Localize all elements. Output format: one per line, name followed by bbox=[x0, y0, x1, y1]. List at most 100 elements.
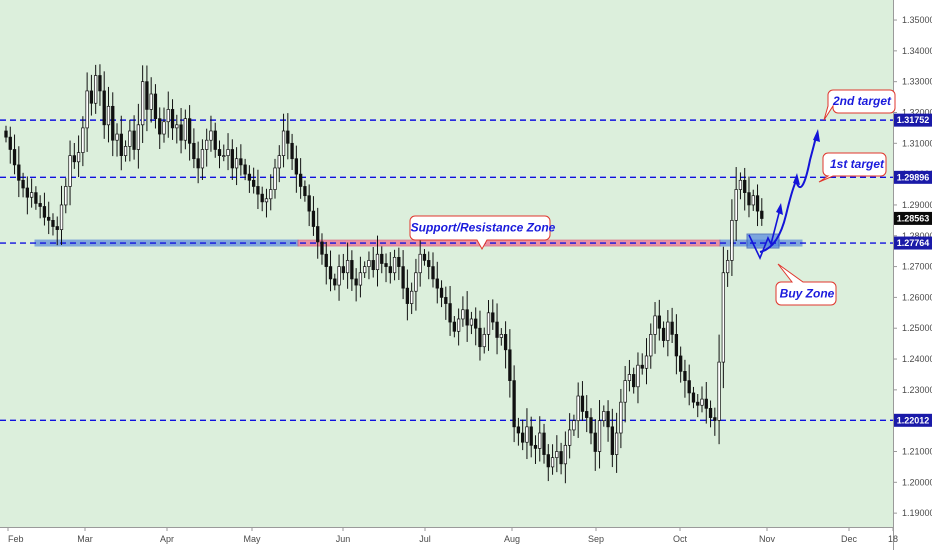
candle-body-bear bbox=[55, 226, 59, 230]
level-low-price-tag-text: 1.22012 bbox=[897, 415, 930, 425]
candle bbox=[273, 158, 277, 199]
plot-background bbox=[0, 0, 893, 527]
candle-body-bull bbox=[597, 420, 602, 452]
candle-body-bear bbox=[316, 226, 320, 243]
level-2nd-target-price-tag-text: 1.31752 bbox=[897, 115, 930, 125]
candle bbox=[486, 300, 491, 351]
candle bbox=[751, 189, 755, 211]
candle bbox=[760, 198, 764, 226]
candle bbox=[89, 74, 94, 116]
candle bbox=[149, 77, 153, 123]
candle-body-bear bbox=[239, 158, 243, 166]
candle bbox=[42, 192, 47, 226]
candle bbox=[401, 250, 405, 300]
candle bbox=[98, 64, 102, 106]
candle-body-bear bbox=[320, 241, 324, 255]
candle bbox=[427, 251, 431, 280]
candle bbox=[298, 158, 303, 199]
candle-body-bull bbox=[205, 139, 209, 150]
candle bbox=[260, 186, 264, 212]
annotations-layer: Support/Resistance Zone Buy Zone 1st targe… bbox=[409, 89, 896, 306]
candle-body-bear bbox=[546, 454, 550, 468]
candle-body-bull bbox=[614, 432, 619, 455]
candle-body-bear bbox=[12, 149, 17, 166]
candle-body-bull bbox=[277, 155, 281, 169]
candle bbox=[384, 253, 388, 283]
candle-body-bear bbox=[17, 164, 21, 181]
y-tick-label: 1.26000 bbox=[902, 292, 932, 302]
candle-body-bull bbox=[751, 195, 755, 206]
candle bbox=[704, 381, 708, 424]
candle-body-bear bbox=[311, 210, 316, 227]
candle-body-bear bbox=[47, 216, 51, 221]
candle-body-bear bbox=[687, 380, 691, 394]
candle-body-bear bbox=[187, 118, 192, 144]
candle bbox=[25, 176, 29, 215]
candle bbox=[546, 444, 550, 482]
candle-body-bull bbox=[264, 198, 269, 203]
candle-body-bear bbox=[580, 395, 585, 412]
y-tick-label: 1.20000 bbox=[902, 477, 932, 487]
first-target-label: 1st target bbox=[830, 157, 885, 171]
candle-body-bear bbox=[145, 81, 149, 110]
time-axis[interactable]: Feb Mar Apr May Jun Jul Aug Sep Oct Nov Dec 18 bbox=[7, 527, 898, 544]
candle-body-bull bbox=[567, 429, 572, 446]
candle bbox=[217, 140, 222, 169]
candle-body-bear bbox=[119, 133, 123, 156]
first-target-callout bbox=[818, 152, 887, 183]
candle-body-bear bbox=[34, 192, 38, 204]
x-tick-label: Oct bbox=[673, 534, 688, 544]
candle bbox=[679, 346, 683, 383]
candle bbox=[128, 119, 132, 162]
candle bbox=[247, 165, 252, 193]
candle-body-bear bbox=[384, 263, 388, 267]
level-2nd-target-price-tag bbox=[894, 113, 932, 127]
candle bbox=[392, 249, 397, 281]
candle-body-bull bbox=[499, 334, 503, 338]
candle bbox=[59, 185, 64, 246]
candle bbox=[76, 135, 81, 178]
candle-body-bull bbox=[602, 411, 606, 422]
candle-body-bull bbox=[273, 167, 277, 190]
candle bbox=[81, 116, 85, 167]
candle bbox=[567, 413, 572, 459]
price-tags: 1.31752 1.29896 1.27764 1.22012 1.28563 bbox=[894, 113, 932, 427]
y-tick-label: 1.35000 bbox=[902, 15, 932, 25]
candle bbox=[64, 178, 68, 214]
candle bbox=[158, 107, 162, 150]
candle-body-bull bbox=[226, 149, 230, 156]
candle bbox=[431, 252, 435, 288]
candle-body-bull bbox=[166, 109, 170, 123]
candle bbox=[367, 251, 371, 280]
candle-body-bull bbox=[115, 133, 119, 141]
candle bbox=[358, 256, 363, 298]
candle-body-bear bbox=[230, 149, 234, 169]
candle bbox=[632, 367, 636, 394]
candle bbox=[51, 213, 55, 236]
candle bbox=[269, 174, 273, 211]
candle-body-bull bbox=[234, 158, 239, 169]
x-tick-label: Mar bbox=[77, 534, 93, 544]
candle-body-bear bbox=[350, 260, 354, 280]
candle-body-bull bbox=[200, 149, 205, 169]
candle bbox=[747, 176, 751, 218]
candle bbox=[576, 382, 580, 438]
candle bbox=[136, 103, 141, 169]
candle-body-bull bbox=[106, 105, 111, 126]
candle-body-bull bbox=[358, 272, 363, 286]
candle bbox=[683, 359, 687, 398]
candle bbox=[226, 133, 230, 171]
candle bbox=[525, 408, 529, 460]
candle-body-bull bbox=[136, 124, 141, 150]
candle-body-bull bbox=[392, 256, 397, 274]
candle-body-bear bbox=[529, 426, 533, 446]
candle-body-bear bbox=[256, 186, 260, 195]
candle-body-bull bbox=[730, 220, 734, 261]
candle bbox=[213, 122, 217, 158]
candle-body-bear bbox=[657, 315, 661, 329]
candle-body-bull bbox=[482, 334, 486, 348]
candle bbox=[478, 310, 482, 361]
candle bbox=[640, 353, 644, 375]
candle bbox=[196, 141, 200, 184]
